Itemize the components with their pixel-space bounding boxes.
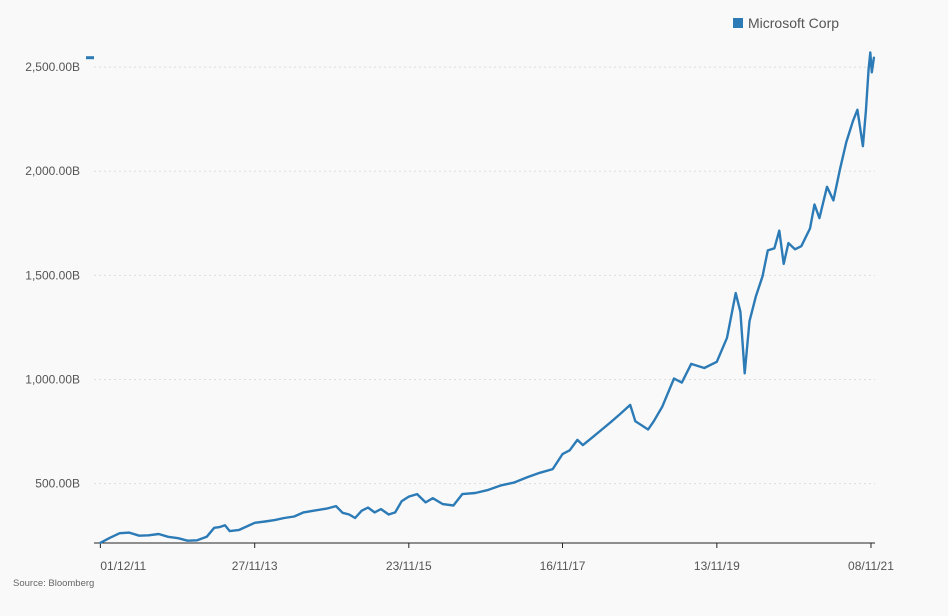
legend-label: Microsoft Corp bbox=[748, 15, 840, 31]
y-tick-label-500: 500.00B bbox=[35, 477, 80, 491]
x-tick-label-13/11/19: 13/11/19 bbox=[694, 559, 740, 573]
source-note: Source: Bloomberg bbox=[13, 578, 95, 589]
legend-swatch bbox=[733, 18, 743, 28]
legend: Microsoft Corp bbox=[733, 15, 839, 31]
x-tick-label-01/12/11: 01/12/11 bbox=[100, 559, 146, 573]
y-tick-label-2000: 2,000.00B bbox=[25, 164, 80, 178]
x-tick-label-27/11/13: 27/11/13 bbox=[232, 559, 278, 573]
x-tick-label-23/11/15: 23/11/15 bbox=[386, 559, 432, 573]
x-tick-label-16/11/17: 16/11/17 bbox=[540, 559, 586, 573]
y-tick-label-1000: 1,000.00B bbox=[25, 372, 80, 386]
last-value-marker bbox=[86, 56, 94, 60]
series-line-0 bbox=[99, 51, 876, 544]
y-tick-label-1500: 1,500.00B bbox=[25, 268, 80, 282]
x-tick-label-08/11/21: 08/11/21 bbox=[848, 559, 894, 573]
y-tick-label-2500: 2,500.00B bbox=[25, 60, 80, 74]
